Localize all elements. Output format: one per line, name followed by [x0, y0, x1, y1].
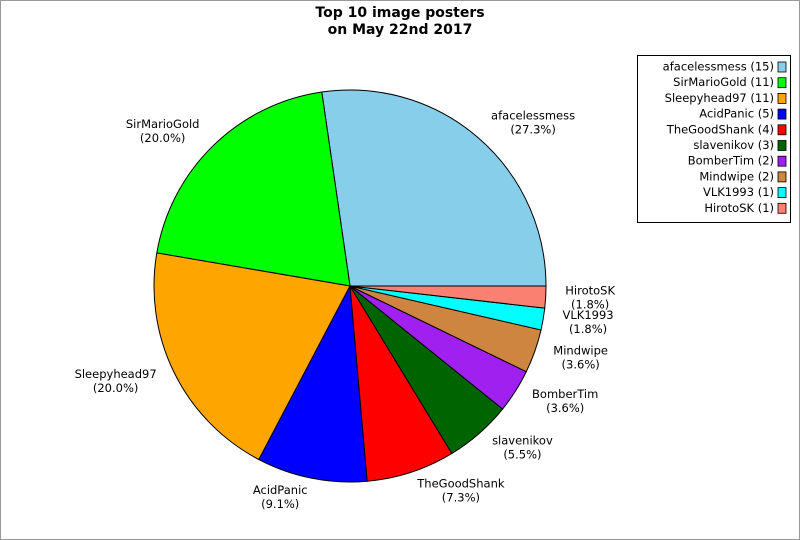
- legend-swatch: [777, 155, 787, 167]
- slice-value-label: (5.5%): [503, 448, 541, 462]
- legend-label: slavenikov (3): [693, 138, 774, 152]
- slice-value-label: (9.1%): [261, 497, 299, 511]
- slice-value-label: (27.3%): [510, 122, 556, 136]
- legend-label: afacelessmess (15): [663, 60, 774, 74]
- pie-slice: [321, 89, 547, 287]
- legend-label: Sleepyhead97 (11): [665, 91, 774, 105]
- legend-swatch: [777, 124, 787, 136]
- slice-value-label: (1.8%): [571, 298, 609, 312]
- legend-box: [637, 55, 791, 223]
- legend-swatch: [777, 187, 787, 199]
- chart-title: on May 22nd 2017: [328, 22, 473, 38]
- legend-swatch: [777, 202, 787, 214]
- slice-label: SirMarioGold: [126, 117, 200, 131]
- chart-title: Top 10 image posters: [315, 5, 484, 21]
- slice-value-label: (20.0%): [140, 131, 186, 145]
- legend-swatch: [777, 93, 787, 104]
- pie-slice: [258, 284, 368, 483]
- slice-label: VLK1993: [563, 308, 614, 322]
- legend-label: AcidPanic (5): [699, 107, 774, 121]
- legend-label: Mindwipe (2): [699, 169, 774, 183]
- pie-slice: [156, 91, 351, 287]
- slice-label: BomberTim: [532, 387, 598, 401]
- pie-slice: [349, 285, 547, 309]
- legend-swatch: [777, 140, 787, 151]
- legend-swatch: [777, 61, 787, 73]
- slice-value-label: (1.8%): [569, 322, 607, 336]
- slice-label: afacelessmess: [491, 108, 575, 122]
- legend-label: HirotoSK (1): [704, 201, 774, 215]
- legend-label: TheGoodShank (4): [666, 122, 774, 136]
- slice-label: HirotoSK: [565, 284, 615, 298]
- slice-label: AcidPanic: [253, 483, 308, 497]
- slice-label: Mindwipe: [553, 343, 608, 357]
- slice-value-label: (3.6%): [562, 357, 600, 371]
- slice-label: TheGoodShank: [416, 476, 505, 490]
- legend-label: SirMarioGold (11): [673, 75, 774, 89]
- slice-value-label: (20.0%): [93, 381, 139, 395]
- slice-label: Sleepyhead97: [75, 367, 157, 381]
- legend-label: BomberTim (2): [688, 154, 774, 168]
- slice-label: slavenikov: [492, 434, 553, 448]
- legend-swatch: [777, 108, 787, 120]
- slice-value-label: (3.6%): [546, 401, 584, 415]
- legend-label: VLK1993 (1): [703, 185, 774, 199]
- slice-value-label: (7.3%): [442, 490, 480, 504]
- legend-swatch: [777, 171, 787, 183]
- pie-slice: [153, 252, 351, 461]
- legend-swatch: [777, 77, 787, 89]
